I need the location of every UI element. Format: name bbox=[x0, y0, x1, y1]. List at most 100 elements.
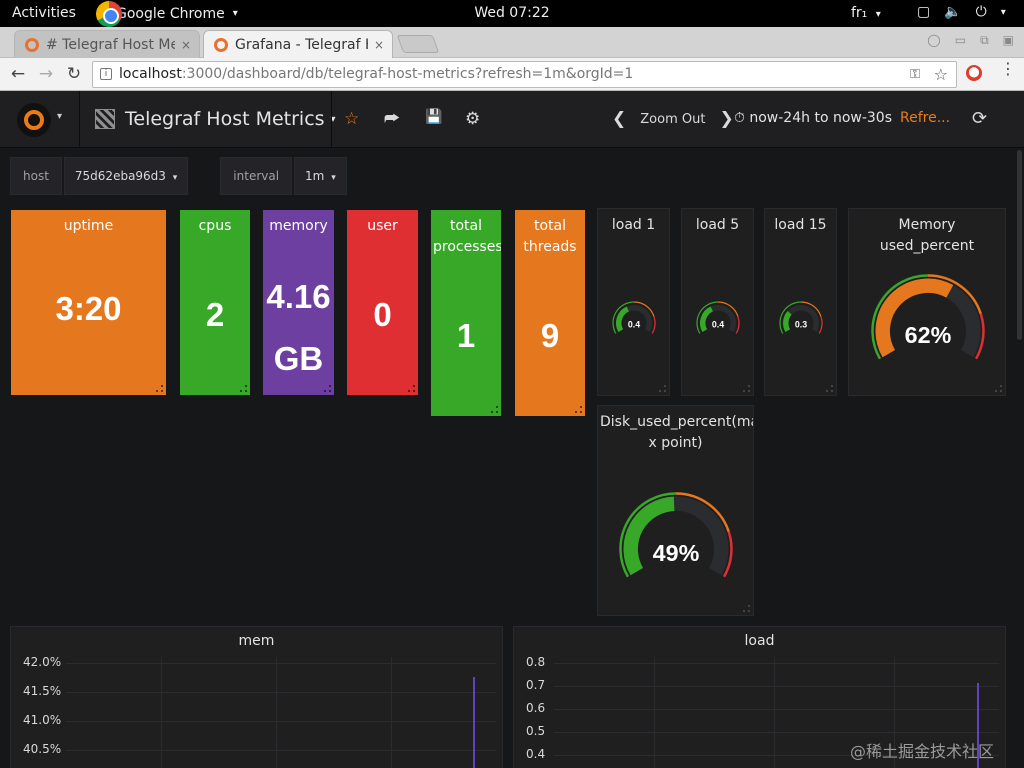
close-icon[interactable]: × bbox=[373, 37, 384, 52]
chevron-right-icon[interactable]: ❯ bbox=[719, 109, 734, 129]
panel-title-line: Disk_used_percent(ma bbox=[600, 414, 754, 430]
chevron-down-icon: ▾ bbox=[875, 9, 881, 20]
bookmark-star-icon[interactable]: ☆ bbox=[933, 65, 948, 84]
variable-interval-label: interval bbox=[220, 157, 293, 195]
chrome-icon bbox=[96, 0, 122, 27]
resize-handle-icon[interactable] bbox=[659, 385, 666, 392]
tab-grafana-telegraf[interactable]: Grafana - Telegraf Host Metrics × bbox=[203, 30, 393, 58]
grid-line bbox=[554, 663, 999, 664]
gauge-threshold-green bbox=[619, 492, 677, 578]
back-button[interactable]: ← bbox=[10, 64, 26, 84]
gauge-value-label: 49% bbox=[653, 540, 700, 566]
gauge-value-arc bbox=[700, 306, 714, 332]
url-host: localhost bbox=[119, 66, 182, 82]
y-axis-tick: 0.6 bbox=[526, 701, 546, 715]
resize-handle-icon[interactable] bbox=[575, 406, 582, 413]
resize-handle-icon[interactable] bbox=[995, 385, 1002, 392]
address-bar[interactable]: i localhost:3000/dashboard/db/telegraf-h… bbox=[92, 61, 957, 88]
window-controls: ◯ ▭ ⧉ ▣ bbox=[927, 33, 1014, 48]
panel-value: 0 bbox=[373, 296, 392, 333]
singlestat-uptime[interactable]: uptime 3:20 bbox=[11, 210, 166, 395]
page-scrollbar[interactable] bbox=[1017, 150, 1022, 340]
chevron-left-icon[interactable]: ❮ bbox=[612, 109, 627, 129]
chevron-down-icon: ▾ bbox=[1000, 7, 1006, 18]
variable-interval-select[interactable]: 1m ▾ bbox=[294, 157, 347, 195]
variable-host-select[interactable]: 75d62eba96d3 ▾ bbox=[63, 157, 189, 195]
grafana-navbar: ▾ Telegraf Host Metrics ▾ ☆ ⮫ 💾 ⚙ ❮ Zoom… bbox=[0, 91, 1024, 148]
activities-button[interactable]: Activities bbox=[12, 5, 76, 21]
grid-line bbox=[66, 663, 496, 664]
panel-value: 2 bbox=[205, 296, 225, 333]
zoom-out-button[interactable]: Zoom Out bbox=[640, 111, 706, 127]
grid-line bbox=[894, 657, 895, 768]
gauge-panel-disk-used-percent[interactable]: Disk_used_percent(ma x point) 49% bbox=[597, 405, 754, 616]
singlestat-total-threads[interactable]: total threads 9 bbox=[515, 210, 585, 416]
save-icon[interactable]: 💾 bbox=[425, 109, 443, 125]
gnome-top-bar: Activities Google Chrome ▾ Wed 07:22 fr₁… bbox=[0, 0, 1024, 27]
browser-menu-button[interactable]: ⋮ bbox=[1000, 59, 1016, 78]
resize-handle-icon[interactable] bbox=[743, 605, 750, 612]
gauge-threshold-red bbox=[651, 316, 656, 334]
resize-handle-icon[interactable] bbox=[743, 385, 750, 392]
time-zoom-controls: ❮ Zoom Out ❯ bbox=[612, 109, 734, 129]
resize-handle-icon[interactable] bbox=[240, 385, 247, 392]
resize-handle-icon[interactable] bbox=[826, 385, 833, 392]
gauge-panel-load-15[interactable]: load 15 0.3 bbox=[764, 208, 837, 396]
keyboard-layout-indicator[interactable]: fr₁ ▾ bbox=[851, 5, 881, 21]
tab-telegraf-host-metrics[interactable]: # Telegraf Host Metrics × bbox=[14, 30, 200, 58]
singlestat-cpus[interactable]: cpus 2 bbox=[180, 210, 250, 395]
gauge-threshold-orange bbox=[927, 274, 982, 315]
settings-gear-icon[interactable]: ⚙ bbox=[465, 109, 481, 129]
refresh-interval-label[interactable]: Refre... bbox=[900, 110, 951, 126]
graph-panel-load[interactable]: load 0.8 0.7 0.6 0.5 0.4 bbox=[513, 626, 1006, 768]
dashboard-title: Telegraf Host Metrics bbox=[125, 108, 325, 130]
close-icon[interactable]: × bbox=[180, 37, 191, 52]
dashboard-title-picker[interactable]: Telegraf Host Metrics ▾ bbox=[95, 108, 336, 130]
gauge-panel-load-1[interactable]: load 1 0.4 bbox=[597, 208, 670, 396]
y-axis-tick: 0.8 bbox=[526, 655, 546, 669]
grid-line bbox=[554, 732, 999, 733]
variable-host-value: 75d62eba96d3 bbox=[74, 169, 166, 183]
resize-handle-icon[interactable] bbox=[156, 385, 163, 392]
site-info-icon[interactable]: i bbox=[100, 68, 112, 80]
refresh-icon[interactable]: ⟳ bbox=[972, 108, 988, 129]
gauge-value-arc bbox=[875, 278, 954, 358]
gauge-threshold-green bbox=[871, 274, 929, 360]
gauge-panel-load-5[interactable]: load 5 0.4 bbox=[681, 208, 754, 396]
key-icon[interactable]: ⚿ bbox=[910, 67, 920, 82]
gauge-panel-memory-used-percent[interactable]: Memory used_percent 62% bbox=[848, 208, 1006, 396]
resize-handle-icon[interactable] bbox=[408, 385, 415, 392]
graph-panel-mem[interactable]: mem 42.0% 41.5% 41.0% 40.5% bbox=[10, 626, 503, 768]
extension-icon[interactable]: ⬤ bbox=[966, 65, 982, 81]
gauge-load-5: 0.4 bbox=[696, 301, 740, 334]
dashboard-grid-icon bbox=[95, 109, 115, 129]
gauge-value-label: 0.4 bbox=[628, 320, 640, 330]
grafana-logo-button[interactable]: ▾ bbox=[0, 91, 80, 148]
panel-title-line: processes bbox=[433, 239, 501, 255]
star-dashboard-icon[interactable]: ☆ bbox=[344, 109, 360, 129]
close-window-icon[interactable]: ▣ bbox=[1002, 33, 1014, 47]
system-menu[interactable]: ▢ 🔈 ⏻ ▾ bbox=[917, 4, 1006, 20]
gauge-disk-used-percent: 49% bbox=[619, 492, 733, 578]
share-icon[interactable]: ⮫ bbox=[384, 109, 400, 129]
grafana-favicon-icon bbox=[25, 37, 39, 52]
singlestat-memory[interactable]: memory 4.16 GB bbox=[263, 210, 334, 395]
resize-handle-icon[interactable] bbox=[324, 385, 331, 392]
minimize-icon[interactable]: ▭ bbox=[954, 33, 967, 47]
app-menu[interactable]: Google Chrome ▾ bbox=[96, 0, 238, 27]
new-tab-button[interactable] bbox=[396, 35, 440, 53]
maximize-icon[interactable]: ⧉ bbox=[980, 33, 989, 47]
forward-button[interactable]: → bbox=[38, 64, 54, 84]
y-axis-tick: 0.7 bbox=[526, 678, 546, 692]
gauge-threshold-green bbox=[696, 301, 719, 334]
reload-button[interactable]: ↻ bbox=[66, 64, 82, 84]
grid-line bbox=[276, 657, 277, 768]
panel-title: total threads bbox=[515, 216, 585, 258]
resize-handle-icon[interactable] bbox=[491, 406, 498, 413]
profile-icon[interactable]: ◯ bbox=[927, 33, 941, 47]
gauge-threshold-green bbox=[612, 301, 635, 334]
time-range-picker[interactable]: ⏱ now-24h to now-30s bbox=[734, 110, 893, 126]
app-menu-label: Google Chrome bbox=[116, 5, 225, 22]
singlestat-total-processes[interactable]: total processes 1 bbox=[431, 210, 501, 416]
singlestat-user[interactable]: user 0 bbox=[347, 210, 418, 395]
